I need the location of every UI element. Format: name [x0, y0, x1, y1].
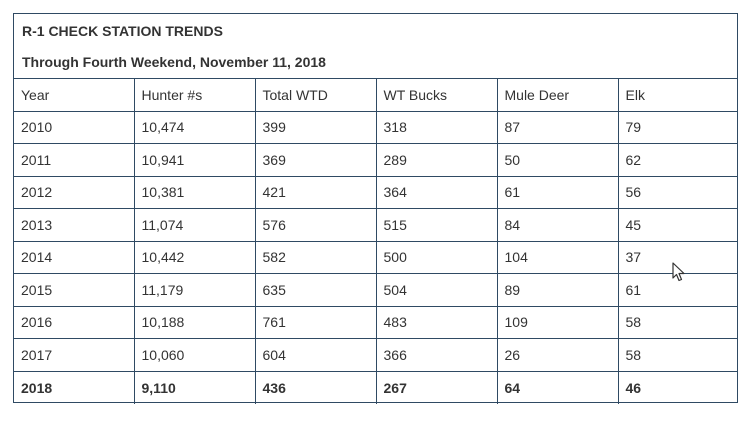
cell-hunters: 10,381: [133, 175, 255, 209]
cell-wt-bucks: 364: [375, 175, 497, 209]
cell-elk: 58: [617, 305, 737, 339]
cell-mule-deer: 89: [496, 273, 618, 306]
table-row: 2017 10,060 604 366 26 58: [14, 338, 737, 371]
table-row: 2011 10,941 369 289 50 62: [14, 143, 737, 176]
cell-year: 2014: [14, 240, 134, 274]
cell-hunters: 11,179: [133, 273, 255, 306]
header-hunters: Hunter #s: [133, 78, 255, 111]
cell-total-wtd: 761: [254, 305, 376, 339]
cell-year: 2018: [14, 370, 134, 404]
cell-mule-deer: 104: [496, 240, 618, 274]
cell-hunters: 9,110: [133, 370, 255, 404]
cell-total-wtd: 369: [254, 143, 376, 176]
cell-elk: 56: [617, 175, 737, 209]
cell-mule-deer: 87: [496, 110, 618, 144]
header-total-wtd: Total WTD: [254, 78, 376, 111]
table-header-row: Year Hunter #s Total WTD WT Bucks Mule D…: [14, 78, 737, 111]
cell-year: 2016: [14, 305, 134, 339]
header-wt-bucks: WT Bucks: [375, 78, 497, 111]
cell-year: 2015: [14, 273, 134, 306]
table-row: 2014 10,442 582 500 104 37: [14, 240, 737, 274]
cell-total-wtd: 436: [254, 370, 376, 404]
table-title: R-1 CHECK STATION TRENDS: [22, 23, 223, 39]
cell-year: 2013: [14, 208, 134, 241]
cell-wt-bucks: 318: [375, 110, 497, 144]
cell-elk: 79: [617, 110, 737, 144]
cell-hunters: 11,074: [133, 208, 255, 241]
cell-mule-deer: 84: [496, 208, 618, 241]
table-row: 2010 10,474 399 318 87 79: [14, 110, 737, 144]
cell-wt-bucks: 515: [375, 208, 497, 241]
cell-elk: 62: [617, 143, 737, 176]
mouse-pointer-icon: [672, 262, 686, 282]
cell-mule-deer: 64: [496, 370, 618, 404]
cell-year: 2011: [14, 143, 134, 176]
cell-wt-bucks: 267: [375, 370, 497, 404]
table-row: 2016 10,188 761 483 109 58: [14, 305, 737, 339]
cell-hunters: 10,060: [133, 338, 255, 371]
cell-wt-bucks: 500: [375, 240, 497, 274]
check-station-table: R-1 CHECK STATION TRENDS Through Fourth …: [13, 13, 738, 404]
table-row: 2015 11,179 635 504 89 61: [14, 273, 737, 306]
cell-mule-deer: 61: [496, 175, 618, 209]
cell-wt-bucks: 483: [375, 305, 497, 339]
cell-mule-deer: 109: [496, 305, 618, 339]
cell-hunters: 10,941: [133, 143, 255, 176]
cell-year: 2010: [14, 110, 134, 144]
cell-year: 2012: [14, 175, 134, 209]
cell-elk: 46: [617, 370, 737, 404]
cell-elk: 45: [617, 208, 737, 241]
cell-total-wtd: 421: [254, 175, 376, 209]
cell-total-wtd: 635: [254, 273, 376, 306]
cell-mule-deer: 50: [496, 143, 618, 176]
cell-hunters: 10,188: [133, 305, 255, 339]
cell-hunters: 10,442: [133, 240, 255, 274]
trends-table: Year Hunter #s Total WTD WT Bucks Mule D…: [14, 78, 737, 404]
cell-total-wtd: 576: [254, 208, 376, 241]
table-subtitle: Through Fourth Weekend, November 11, 201…: [22, 54, 326, 70]
cell-mule-deer: 26: [496, 338, 618, 371]
header-year: Year: [14, 78, 134, 111]
cell-elk: 58: [617, 338, 737, 371]
table-row-current-year: 2018 9,110 436 267 64 46: [14, 370, 737, 404]
table-row: 2012 10,381 421 364 61 56: [14, 175, 737, 209]
cell-total-wtd: 604: [254, 338, 376, 371]
cell-year: 2017: [14, 338, 134, 371]
cell-total-wtd: 582: [254, 240, 376, 274]
header-mule-deer: Mule Deer: [496, 78, 618, 111]
cell-total-wtd: 399: [254, 110, 376, 144]
cell-wt-bucks: 289: [375, 143, 497, 176]
header-elk: Elk: [617, 78, 737, 111]
cell-wt-bucks: 504: [375, 273, 497, 306]
cell-hunters: 10,474: [133, 110, 255, 144]
cell-wt-bucks: 366: [375, 338, 497, 371]
table-row: 2013 11,074 576 515 84 45: [14, 208, 737, 241]
